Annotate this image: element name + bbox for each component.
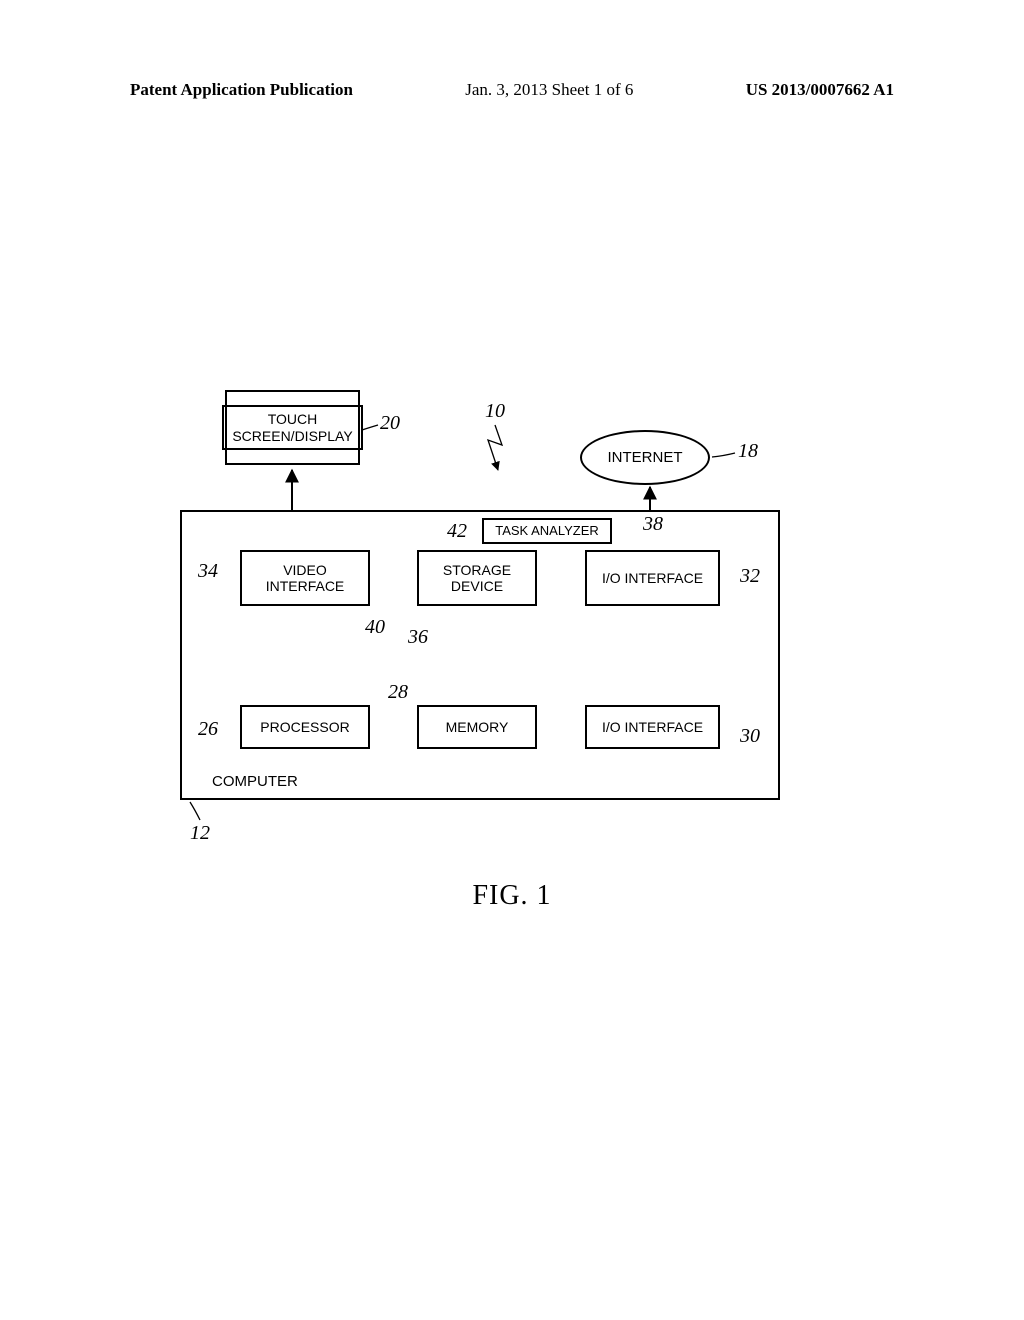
node-touch-display: TOUCH SCREEN/DISPLAY (225, 390, 360, 465)
ref-38: 38 (643, 513, 663, 536)
node-task-analyzer: TASK ANALYZER (482, 518, 612, 544)
node-io-interface-top: I/O INTERFACE (585, 550, 720, 606)
node-processor: PROCESSOR (240, 705, 370, 749)
figure-caption: FIG. 1 (472, 880, 551, 912)
ref-40: 40 (365, 616, 385, 639)
node-touch-display-inner: TOUCH SCREEN/DISPLAY (222, 405, 362, 449)
node-io-interface-bottom: I/O INTERFACE (585, 705, 720, 749)
ref-42: 42 (447, 520, 467, 543)
task-analyzer-label: TASK ANALYZER (495, 524, 599, 539)
ref-18: 18 (738, 440, 758, 463)
node-storage-device: STORAGE DEVICE (417, 550, 537, 606)
header-center: Jan. 3, 2013 Sheet 1 of 6 (465, 80, 633, 100)
computer-label: COMPUTER (212, 773, 298, 790)
header-right: US 2013/0007662 A1 (746, 80, 894, 100)
page-header: Patent Application Publication Jan. 3, 2… (0, 80, 1024, 100)
node-internet: INTERNET (580, 430, 710, 485)
processor-label: PROCESSOR (260, 719, 349, 735)
touch-label: TOUCH SCREEN/DISPLAY (232, 411, 352, 443)
ref-12: 12 (190, 822, 210, 845)
storage-label: STORAGE DEVICE (443, 562, 511, 594)
ref-30: 30 (740, 725, 760, 748)
internet-label: INTERNET (608, 449, 683, 466)
ref-10: 10 (485, 400, 505, 423)
node-video-interface: VIDEO INTERFACE (240, 550, 370, 606)
io-bot-label: I/O INTERFACE (602, 719, 703, 735)
ref-34: 34 (198, 560, 218, 583)
memory-label: MEMORY (446, 719, 509, 735)
video-if-label: VIDEO INTERFACE (266, 562, 345, 594)
io-top-label: I/O INTERFACE (602, 570, 703, 586)
ref-28: 28 (388, 681, 408, 704)
header-left: Patent Application Publication (130, 80, 353, 100)
diagram: BUS TOUCH SCREEN/DISPLAY (180, 390, 820, 890)
ref-26: 26 (198, 718, 218, 741)
ref-20: 20 (380, 412, 400, 435)
node-memory: MEMORY (417, 705, 537, 749)
ref-32: 32 (740, 565, 760, 588)
ref-36: 36 (408, 626, 428, 649)
